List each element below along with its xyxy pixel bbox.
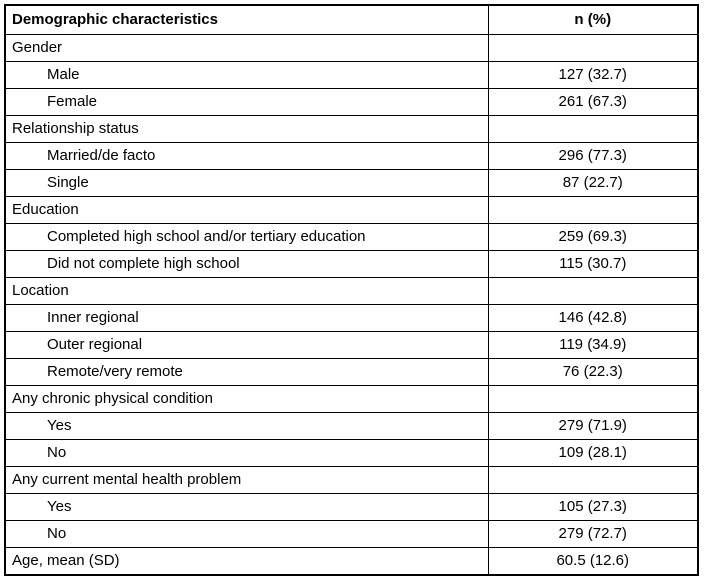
row-value [487, 277, 699, 305]
header-n-percent: n (%) [487, 4, 699, 35]
table-row: Single 87 (22.7) [4, 169, 699, 197]
row-label: No [4, 520, 489, 548]
table-row: No 109 (28.1) [4, 439, 699, 467]
table-row: Outer regional 119 (34.9) [4, 331, 699, 359]
table-header-row: Demographic characteristics n (%) [4, 4, 699, 35]
row-value: 146 (42.8) [487, 304, 699, 332]
row-label: Remote/very remote [4, 358, 489, 386]
row-label: Yes [4, 493, 489, 521]
row-value: 60.5 (12.6) [487, 547, 699, 576]
table-row: Location [4, 277, 699, 305]
table-row: Inner regional 146 (42.8) [4, 304, 699, 332]
table-row: Female 261 (67.3) [4, 88, 699, 116]
table-row: Yes 279 (71.9) [4, 412, 699, 440]
row-value [487, 34, 699, 62]
row-label: Location [4, 277, 489, 305]
row-value [487, 385, 699, 413]
table-row: Education [4, 196, 699, 224]
row-label: Any current mental health problem [4, 466, 489, 494]
demographics-table-container: Demographic characteristics n (%) Gender… [4, 4, 699, 576]
row-value: 279 (71.9) [487, 412, 699, 440]
table-row: Completed high school and/or tertiary ed… [4, 223, 699, 251]
row-value: 279 (72.7) [487, 520, 699, 548]
row-label: Gender [4, 34, 489, 62]
row-value: 296 (77.3) [487, 142, 699, 170]
row-value [487, 115, 699, 143]
table-row: Any current mental health problem [4, 466, 699, 494]
row-label: Single [4, 169, 489, 197]
table-row: Relationship status [4, 115, 699, 143]
row-value: 109 (28.1) [487, 439, 699, 467]
demographics-table: Demographic characteristics n (%) Gender… [4, 4, 699, 576]
table-row: Gender [4, 34, 699, 62]
row-value: 259 (69.3) [487, 223, 699, 251]
row-value: 87 (22.7) [487, 169, 699, 197]
row-label: Relationship status [4, 115, 489, 143]
header-demographic-characteristics: Demographic characteristics [4, 4, 489, 35]
row-value [487, 466, 699, 494]
table-row: No 279 (72.7) [4, 520, 699, 548]
row-label: Any chronic physical condition [4, 385, 489, 413]
row-value: 127 (32.7) [487, 61, 699, 89]
table-row: Yes 105 (27.3) [4, 493, 699, 521]
row-label: Age, mean (SD) [4, 547, 489, 576]
row-label: No [4, 439, 489, 467]
row-label: Married/de facto [4, 142, 489, 170]
row-label: Yes [4, 412, 489, 440]
table-row: Remote/very remote 76 (22.3) [4, 358, 699, 386]
table-row: Married/de facto 296 (77.3) [4, 142, 699, 170]
row-value: 261 (67.3) [487, 88, 699, 116]
row-value: 76 (22.3) [487, 358, 699, 386]
table-body: Gender Male 127 (32.7) Female 261 (67.3)… [4, 34, 699, 576]
row-label: Did not complete high school [4, 250, 489, 278]
row-label: Female [4, 88, 489, 116]
row-label: Education [4, 196, 489, 224]
row-value [487, 196, 699, 224]
table-row: Age, mean (SD) 60.5 (12.6) [4, 547, 699, 576]
row-label: Outer regional [4, 331, 489, 359]
table-row: Any chronic physical condition [4, 385, 699, 413]
row-label: Inner regional [4, 304, 489, 332]
row-value: 105 (27.3) [487, 493, 699, 521]
row-value: 115 (30.7) [487, 250, 699, 278]
row-label: Completed high school and/or tertiary ed… [4, 223, 489, 251]
table-row: Did not complete high school 115 (30.7) [4, 250, 699, 278]
row-value: 119 (34.9) [487, 331, 699, 359]
table-row: Male 127 (32.7) [4, 61, 699, 89]
row-label: Male [4, 61, 489, 89]
